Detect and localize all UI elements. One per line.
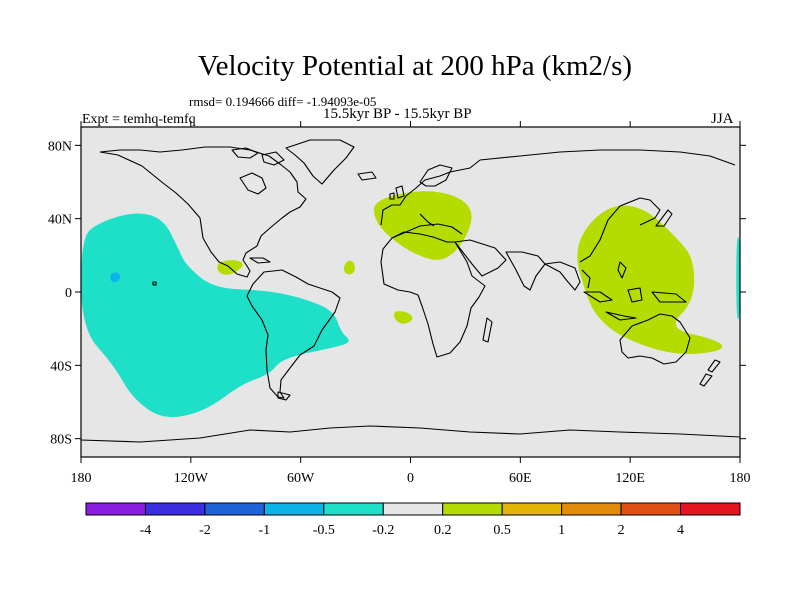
gulf-of-guinea-positive-anomaly [394,311,413,324]
y-tick-label: 80S [50,433,72,448]
coastline-iceland [357,171,377,181]
coastline-antarctica [81,425,740,443]
colorbar-label: -2 [199,523,211,538]
y-tick-label: 40N [48,213,72,228]
rmsd-diff-stats: rmsd= 0.194666 diff= -1.94093e-05 [189,94,377,109]
coastline-europe [380,159,481,226]
y-tick-label: 0 [65,286,72,301]
coastline-philippines-indonesia [583,261,687,321]
period-label: 15.5kyr BP - 15.5kyr BP [323,106,472,122]
east-pacific-negative-anomaly [81,213,349,418]
x-tick-label: 0 [407,471,414,486]
y-tick-label: 80N [48,139,72,154]
coastline-arabia [454,239,507,277]
coastline-new-zealand [699,359,721,387]
coastline-madagascar [482,317,493,343]
coastline-africa [380,231,486,358]
y-tick-label: 40S [50,359,72,374]
coastline-greenland [285,139,355,185]
colorbar-swatch [680,502,741,516]
colorbar-label: 0.2 [434,523,452,538]
colorbar-label: -4 [140,523,152,538]
asia-maritime-continent-positive-anomaly [577,205,723,355]
experiment-label: Expt = temhq-temfq [82,112,196,127]
colorbar-swatch [501,502,563,516]
coastline-hudson-bay [239,172,267,195]
colorbar-label: 1 [558,523,565,538]
colorbar-swatch [323,502,384,516]
coastline-tierra-del-fuego [277,391,291,401]
atlantic-small-positive-anomaly [343,260,355,275]
colorbar-swatch [442,502,503,516]
coastline-japan [655,209,673,227]
colorbar-label: 2 [618,523,625,538]
colorbar-label: 0.5 [493,523,511,538]
colorbar-label: -0.2 [372,523,394,538]
colorbar-swatch [263,502,325,516]
season-label: JJA [711,111,734,127]
dateline-east-negative-sliver [736,237,740,320]
coastline-east-asia [479,149,736,263]
colorbar-swatch [620,502,682,516]
coastline-british-isles [389,185,405,200]
coastline-south-america [246,269,341,399]
colorbar-label: -1 [259,523,271,538]
colorbar-swatch [204,502,265,516]
x-tick-label: 120E [615,471,645,486]
x-tick-label: 120W [174,471,209,486]
coastline-north-america [99,146,307,278]
coastline-hawaii [152,281,157,286]
colorbar-label: -0.5 [313,523,335,538]
x-tick-label: 180 [71,471,92,486]
anomaly-contours [81,191,740,418]
map-axes: 180 120W 60W 0 60E 120E 180 80N 40N 0 40S 80S [48,121,751,486]
map-title: Velocity Potential at 200 hPa (km2/s) [197,50,633,82]
x-tick-label: 60W [287,471,315,486]
x-tick-label: 60E [509,471,532,486]
coastline-australia [619,313,691,365]
coastline-india [505,251,546,291]
x-tick-label: 180 [730,471,751,486]
central-pacific-negative-core [110,272,121,283]
coastline-southeast-asia [544,261,591,291]
colorbar-swatch [382,502,444,516]
colorbar-swatch [85,502,146,516]
colorbar-label: 4 [677,523,684,538]
coastlines [81,139,740,443]
colorbar-swatch [144,502,206,516]
coastline-mediterranean [391,213,463,239]
coastline-arctic-islands [231,147,285,166]
coastline-cuba [249,257,271,264]
colorbar-swatch [561,502,622,516]
coastline-scandinavia [419,164,453,187]
colorbar: -4 -2 -1 -0.5 -0.2 0.2 0.5 1 2 4 [85,502,741,538]
